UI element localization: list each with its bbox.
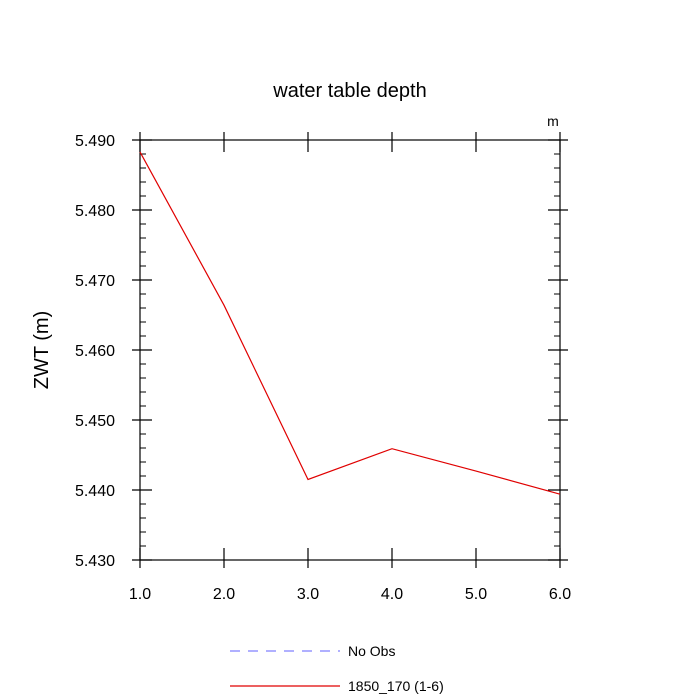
- y-axis-label: ZWT (m): [31, 311, 53, 390]
- units-label: m: [547, 113, 559, 129]
- y-tick-label: 5.480: [75, 203, 115, 220]
- x-tick-label: 3.0: [297, 586, 319, 603]
- x-tick-label: 1.0: [129, 586, 151, 603]
- y-tick-label: 5.430: [75, 553, 115, 570]
- legend-label-0: No Obs: [348, 643, 395, 659]
- legend-label-1: 1850_170 (1-6): [348, 678, 444, 694]
- x-tick-label: 4.0: [381, 586, 403, 603]
- y-tick-label: 5.450: [75, 413, 115, 430]
- x-tick-label: 5.0: [465, 586, 487, 603]
- series-layer: [139, 151, 561, 495]
- y-tick-label: 5.460: [75, 343, 115, 360]
- legend: No Obs 1850_170 (1-6): [230, 643, 444, 694]
- plot-frame: [139, 139, 561, 561]
- x-tick-label: 6.0: [549, 586, 571, 603]
- y-tick-label: 5.440: [75, 483, 115, 500]
- chart-title: water table depth: [272, 80, 426, 102]
- x-tick-label: 2.0: [213, 586, 235, 603]
- y-minor-ticks: [140, 153, 560, 547]
- y-tick-label: 5.490: [75, 133, 115, 150]
- y-ticks: 5.430 5.440 5.450 5.460 5.470 5.480 5.490: [75, 133, 568, 570]
- x-ticks: 1.0 2.0 3.0 4.0 5.0 6.0: [129, 132, 571, 603]
- series-line-1: [139, 151, 561, 495]
- y-tick-label: 5.470: [75, 273, 115, 290]
